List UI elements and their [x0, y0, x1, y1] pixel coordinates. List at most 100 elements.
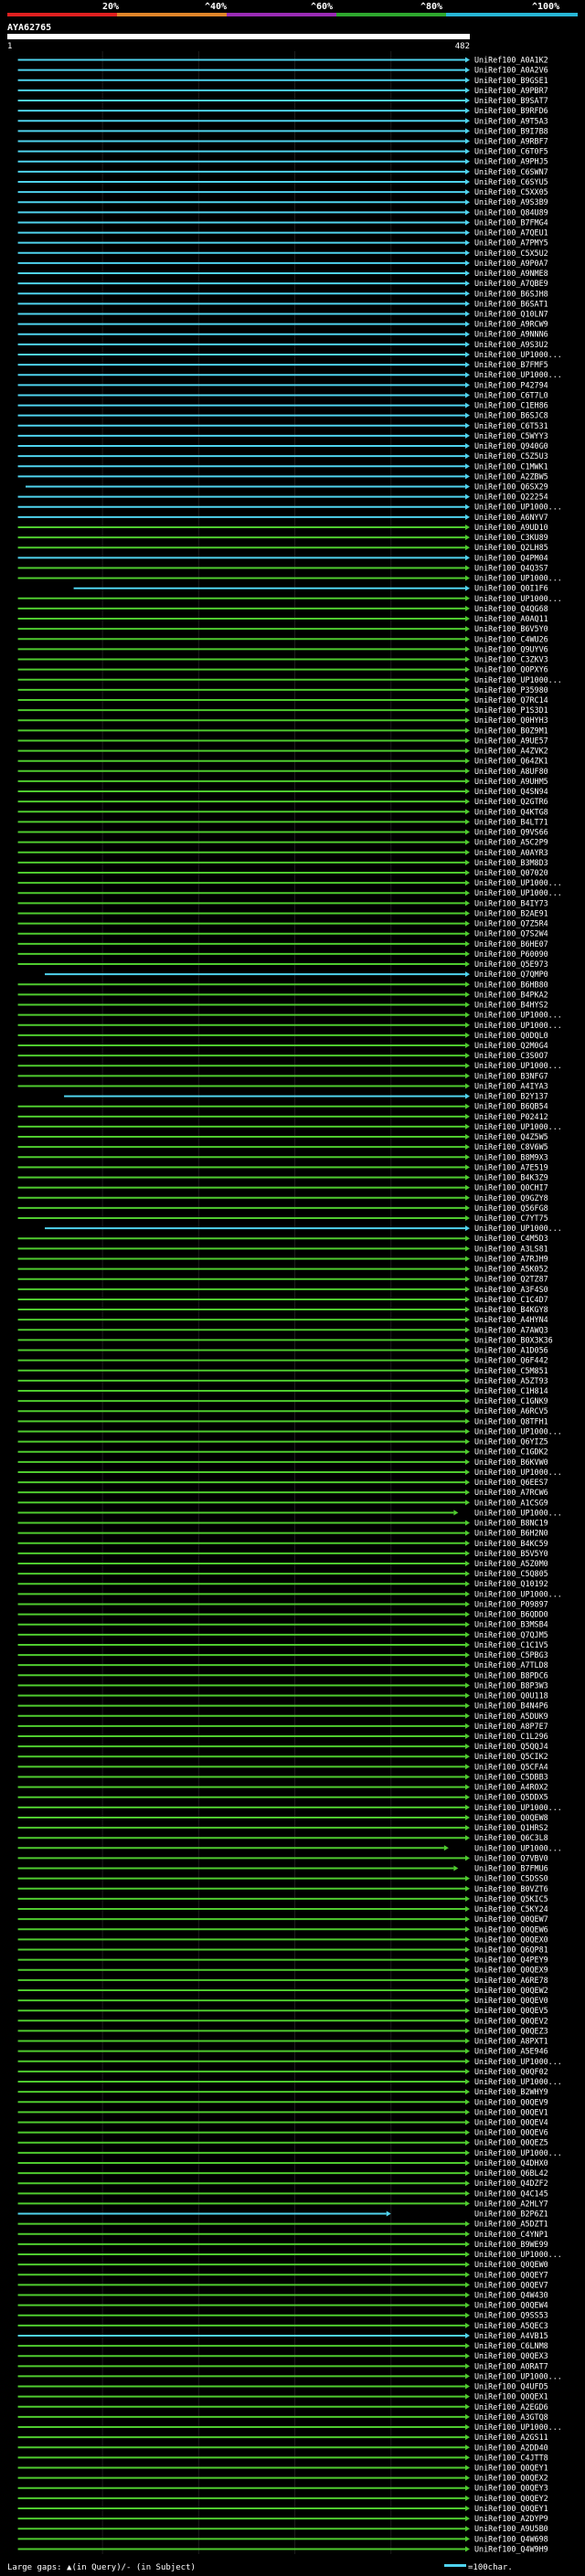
hit-label[interactable]: UniRef100_UP1000...	[474, 2250, 562, 2259]
hit-label[interactable]: UniRef100_P35980	[474, 685, 548, 694]
hit-label[interactable]: UniRef100_A5DZT1	[474, 2220, 548, 2229]
hit-label[interactable]: UniRef100_UP1000...	[474, 878, 562, 887]
hit-label[interactable]: UniRef100_P09897	[474, 1599, 548, 1608]
hit-label[interactable]: UniRef100_P60090	[474, 949, 548, 959]
hit-label[interactable]: UniRef100_A9U5B0	[474, 2524, 548, 2533]
hit-label[interactable]: UniRef100_B9WE99	[474, 2240, 548, 2249]
hit-label[interactable]: UniRef100_A9UHM5	[474, 777, 548, 786]
hit-label[interactable]: UniRef100_Q9UYV6	[474, 644, 548, 653]
hit-label[interactable]: UniRef100_C1L296	[474, 1732, 548, 1741]
hit-label[interactable]: UniRef100_B9RFD6	[474, 106, 548, 115]
hit-label[interactable]: UniRef100_B2Y137	[474, 1092, 548, 1101]
hit-label[interactable]: UniRef100_Q0QEV1	[474, 2107, 548, 2116]
hit-label[interactable]: UniRef100_A7QEU1	[474, 228, 548, 238]
hit-label[interactable]: UniRef100_B4IY73	[474, 898, 548, 907]
hit-label[interactable]: UniRef100_Q4C145	[474, 2189, 548, 2198]
hit-label[interactable]: UniRef100_Q0QEV6	[474, 2128, 548, 2137]
hit-label[interactable]: UniRef100_B0Z9M1	[474, 726, 548, 735]
hit-label[interactable]: UniRef100_C1EH86	[474, 401, 548, 410]
hit-label[interactable]: UniRef100_C5XX05	[474, 187, 548, 196]
hit-label[interactable]: UniRef100_UP1000...	[474, 1589, 562, 1598]
hit-label[interactable]: UniRef100_Q9VS66	[474, 828, 548, 837]
hit-label[interactable]: UniRef100_C5X5U2	[474, 249, 548, 258]
hit-label[interactable]: UniRef100_B6HB80	[474, 980, 548, 989]
hit-label[interactable]: UniRef100_Q0CHI7	[474, 1183, 548, 1193]
hit-label[interactable]: UniRef100_Q0QEV4	[474, 2117, 548, 2126]
hit-label[interactable]: UniRef100_C4YNP1	[474, 2230, 548, 2239]
hit-label[interactable]: UniRef100_A2ZBW5	[474, 472, 548, 481]
hit-label[interactable]: UniRef100_Q5QQJ4	[474, 1742, 548, 1751]
hit-label[interactable]: UniRef100_C4M5D3	[474, 1234, 548, 1243]
hit-label[interactable]: UniRef100_C1MWK1	[474, 461, 548, 471]
hit-label[interactable]: UniRef100_Q940G0	[474, 441, 548, 451]
hit-label[interactable]: UniRef100_C7YT75	[474, 1214, 548, 1223]
hit-label[interactable]: UniRef100_UP1000...	[474, 2422, 562, 2432]
hit-label[interactable]: UniRef100_C3S0O7	[474, 1051, 548, 1060]
hit-label[interactable]: UniRef100_A5DUK9	[474, 1712, 548, 1721]
hit-label[interactable]: UniRef100_B4N4P6	[474, 1701, 548, 1711]
hit-label[interactable]: UniRef100_Q56FG8	[474, 1203, 548, 1213]
hit-label[interactable]: UniRef100_UP1000...	[474, 1011, 562, 1020]
hit-label[interactable]: UniRef100_B4HYS2	[474, 1001, 548, 1010]
hit-label[interactable]: UniRef100_A5E946	[474, 2047, 548, 2056]
hit-label[interactable]: UniRef100_A7QBE9	[474, 279, 548, 288]
hit-label[interactable]: UniRef100_Q2LH85	[474, 543, 548, 552]
hit-label[interactable]: UniRef100_A9UE57	[474, 736, 548, 745]
hit-label[interactable]: UniRef100_C5PBG3	[474, 1650, 548, 1659]
hit-label[interactable]: UniRef100_UP1000...	[474, 503, 562, 512]
hit-label[interactable]: UniRef100_Q64ZK1	[474, 757, 548, 766]
hit-label[interactable]: UniRef100_Q10LN7	[474, 310, 548, 319]
hit-label[interactable]: UniRef100_Q0QEX9	[474, 1966, 548, 1975]
hit-label[interactable]: UniRef100_UP1000...	[474, 2057, 562, 2066]
hit-label[interactable]: UniRef100_B8P3W3	[474, 1680, 548, 1690]
hit-label[interactable]: UniRef100_UP1000...	[474, 1468, 562, 1477]
hit-label[interactable]: UniRef100_Q4DZF2	[474, 2178, 548, 2188]
hit-label[interactable]: UniRef100_UP1000...	[474, 2148, 562, 2157]
hit-label[interactable]: UniRef100_A7PMY5	[474, 239, 548, 248]
hit-label[interactable]: UniRef100_Q6SX29	[474, 482, 548, 492]
hit-label[interactable]: UniRef100_B7FMF5	[474, 360, 548, 369]
hit-label[interactable]: UniRef100_Q6EES7	[474, 1478, 548, 1487]
hit-label[interactable]: UniRef100_A7AWQ3	[474, 1325, 548, 1334]
hit-label[interactable]: UniRef100_Q2TZ87	[474, 1275, 548, 1284]
hit-label[interactable]: UniRef100_A0A2V6	[474, 66, 548, 75]
hit-label[interactable]: UniRef100_A4HYN4	[474, 1315, 548, 1324]
hit-label[interactable]: UniRef100_A4ZVK2	[474, 747, 548, 756]
hit-label[interactable]: UniRef100_B6QB54	[474, 1102, 548, 1111]
hit-label[interactable]: UniRef100_B8PDC6	[474, 1670, 548, 1680]
hit-label[interactable]: UniRef100_Q0QEW6	[474, 1924, 548, 1934]
hit-label[interactable]: UniRef100_A6NYV7	[474, 513, 548, 522]
hit-label[interactable]: UniRef100_UP1000...	[474, 350, 562, 359]
hit-label[interactable]: UniRef100_B4K3Z9	[474, 1173, 548, 1182]
hit-label[interactable]: UniRef100_UP1000...	[474, 594, 562, 603]
hit-label[interactable]: UniRef100_B5V5Y0	[474, 1549, 548, 1558]
hit-label[interactable]: UniRef100_Q10192	[474, 1579, 548, 1588]
hit-label[interactable]: UniRef100_Q5CIK2	[474, 1752, 548, 1761]
hit-label[interactable]: UniRef100_A5ZT93	[474, 1376, 548, 1385]
hit-label[interactable]: UniRef100_A7E519	[474, 1162, 548, 1171]
hit-label[interactable]: UniRef100_Q0QEW2	[474, 1986, 548, 1995]
hit-label[interactable]: UniRef100_Q0QEV5	[474, 2006, 548, 2015]
hit-label[interactable]: UniRef100_B8M9X3	[474, 1152, 548, 1161]
hit-label[interactable]: UniRef100_B9GSE1	[474, 76, 548, 85]
hit-label[interactable]: UniRef100_P1S3D1	[474, 705, 548, 715]
hit-label[interactable]: UniRef100_Q1HRS2	[474, 1823, 548, 1832]
hit-label[interactable]: UniRef100_C6T7L0	[474, 390, 548, 399]
hit-label[interactable]: UniRef100_A2DD40	[474, 2443, 548, 2452]
hit-label[interactable]: UniRef100_UP1000...	[474, 1426, 562, 1436]
hit-label[interactable]: UniRef100_A7RCW6	[474, 1488, 548, 1497]
hit-label[interactable]: UniRef100_C6T531	[474, 421, 548, 430]
hit-label[interactable]: UniRef100_Q22254	[474, 493, 548, 502]
hit-label[interactable]: UniRef100_A2GS11	[474, 2433, 548, 2442]
hit-label[interactable]: UniRef100_A9RBF7	[474, 137, 548, 146]
hit-label[interactable]: UniRef100_Q07020	[474, 868, 548, 877]
hit-label[interactable]: UniRef100_A0RAT7	[474, 2361, 548, 2370]
hit-label[interactable]: UniRef100_B6HE07	[474, 939, 548, 949]
hit-label[interactable]: UniRef100_C5Z5U3	[474, 451, 548, 461]
hit-label[interactable]: UniRef100_Q4W698	[474, 2534, 548, 2543]
hit-label[interactable]: UniRef100_B3M8D3	[474, 858, 548, 867]
hit-label[interactable]: UniRef100_C5WYY3	[474, 431, 548, 440]
hit-label[interactable]: UniRef100_B6SJC8	[474, 411, 548, 420]
hit-label[interactable]: UniRef100_C5DSS0	[474, 1874, 548, 1883]
hit-label[interactable]: UniRef100_Q7Z5R4	[474, 919, 548, 928]
